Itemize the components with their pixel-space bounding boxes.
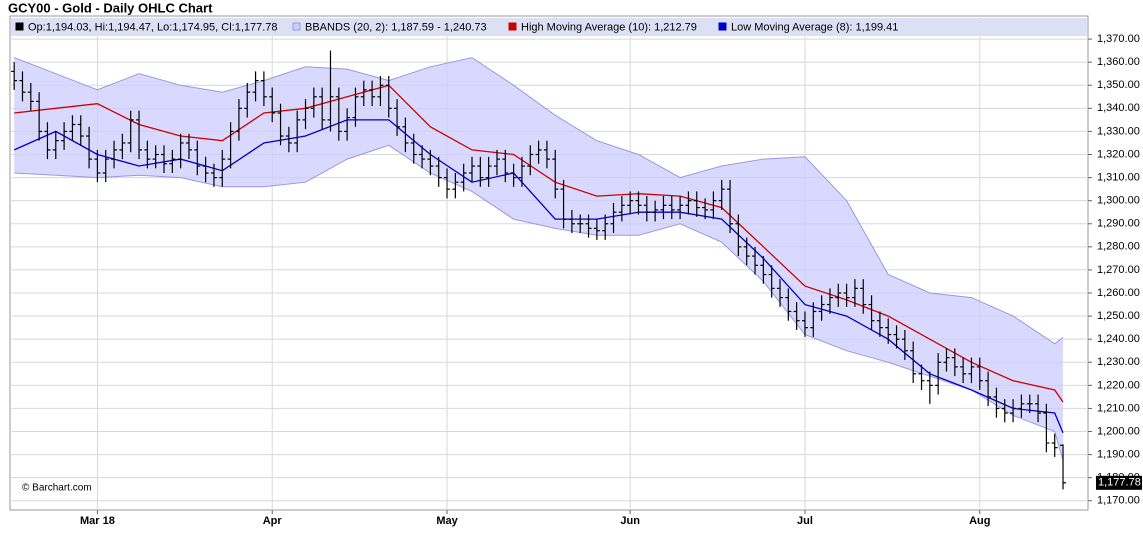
legend-background: [11, 18, 1087, 36]
y-tick-label: 1,340.00: [1097, 102, 1140, 114]
legend-label: Op:1,194.03, Hi:1,194.47, Lo:1,174.95, C…: [28, 21, 278, 33]
y-tick-label: 1,200.00: [1097, 425, 1140, 437]
copyright: © Barchart.com: [22, 483, 92, 494]
chart-title: GCY00 - Gold - Daily OHLC Chart: [8, 0, 213, 15]
legend-swatch: [292, 22, 301, 31]
y-tick-label: 1,190.00: [1097, 449, 1140, 461]
x-tick-label: May: [436, 515, 458, 527]
y-tick-label: 1,300.00: [1097, 195, 1140, 207]
y-tick-label: 1,320.00: [1097, 148, 1140, 160]
band-area: [14, 57, 1064, 461]
y-tick-label: 1,220.00: [1097, 379, 1140, 391]
legend-swatch: [15, 22, 24, 31]
y-tick-label: 1,170.00: [1097, 495, 1140, 507]
legend-label: High Moving Average (10): 1,212.79: [521, 21, 697, 33]
legend-label: Low Moving Average (8): 1,199.41: [731, 21, 898, 33]
y-tick-label: 1,240.00: [1097, 333, 1140, 345]
y-tick-label: 1,330.00: [1097, 125, 1140, 137]
x-tick-label: Aug: [969, 515, 990, 527]
y-tick-label: 1,250.00: [1097, 310, 1140, 322]
y-tick-label: 1,280.00: [1097, 241, 1140, 253]
x-tick-label: Mar 18: [80, 515, 115, 527]
y-tick-label: 1,260.00: [1097, 287, 1140, 299]
legend-swatch: [718, 22, 727, 31]
band-upper: [14, 57, 1064, 345]
last-price-label: 1,177.78: [1098, 477, 1141, 489]
y-tick-label: 1,360.00: [1097, 56, 1140, 68]
moving-average-line: [13, 119, 1064, 434]
legend-label: BBANDS (20, 2): 1,187.59 - 1,240.73: [305, 21, 487, 33]
last-price-box: [1096, 475, 1142, 490]
y-tick-label: 1,350.00: [1097, 79, 1140, 91]
y-tick-label: 1,270.00: [1097, 264, 1140, 276]
y-tick-label: 1,230.00: [1097, 356, 1140, 368]
y-tick-label: 1,210.00: [1097, 402, 1140, 414]
y-tick-label: 1,370.00: [1097, 33, 1140, 45]
x-tick-label: Apr: [263, 515, 283, 527]
x-tick-label: Jul: [797, 515, 813, 527]
y-tick-label: 1,290.00: [1097, 218, 1140, 230]
legend-swatch: [508, 22, 517, 31]
band-lower: [14, 144, 1064, 461]
x-tick-label: Jun: [620, 515, 640, 527]
y-tick-label: 1,310.00: [1097, 171, 1140, 183]
